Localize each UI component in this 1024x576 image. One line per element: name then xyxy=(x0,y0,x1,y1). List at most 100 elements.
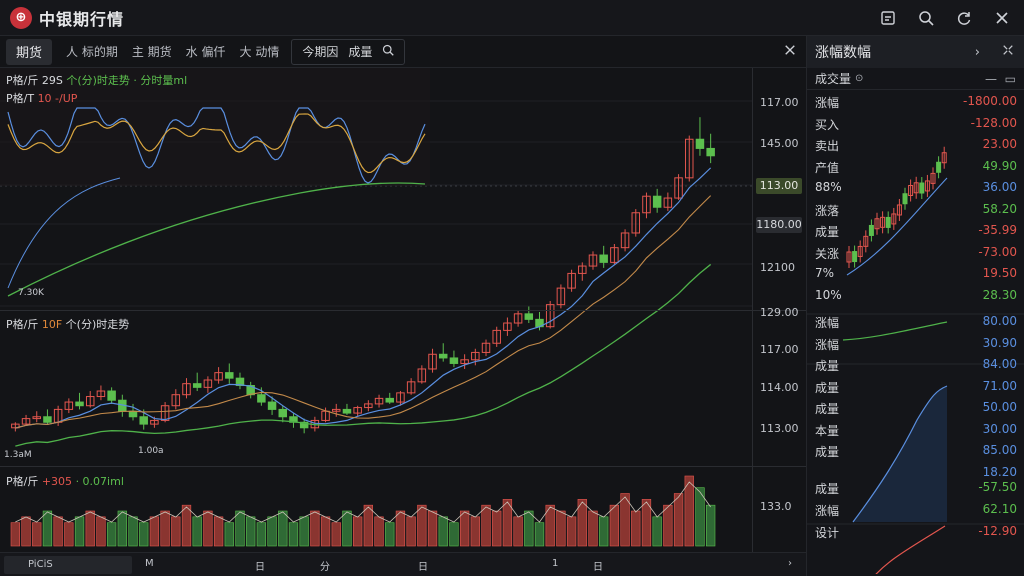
volume-bar xyxy=(181,504,192,547)
symbol-box[interactable]: PiCiS xyxy=(4,556,132,574)
candle-body xyxy=(299,421,309,429)
y-tick: 129.00 xyxy=(760,306,799,319)
chart-toolbar: 期货 人 标的期 主 期货 水 偏仟 大 动情 今期因 成量 xyxy=(0,36,806,68)
panel-row: 涨幅 30.90 xyxy=(815,336,1017,354)
search-icon[interactable] xyxy=(382,44,395,59)
close-icon[interactable] xyxy=(990,6,1014,30)
panel-row: 10% 28.30 xyxy=(815,288,1017,306)
candle-body xyxy=(342,408,352,414)
top-pane-label-2: P格/T 10 -/UP xyxy=(6,92,78,105)
volume-bar xyxy=(106,522,117,547)
note-icon[interactable] xyxy=(876,6,900,30)
volume-bar xyxy=(588,510,598,547)
row-value: 58.20 xyxy=(982,201,1017,216)
y-tick: 12100 xyxy=(760,261,795,274)
title-bar: ⊕ 中银期行情 xyxy=(0,0,1024,36)
row-value: 18.20 xyxy=(982,464,1017,479)
tab-dynamics[interactable]: 大 动情 xyxy=(239,45,280,59)
volume-bar xyxy=(235,510,245,547)
tab-main[interactable]: 主 期货 xyxy=(131,45,172,59)
tab-bias[interactable]: 水 偏仟 xyxy=(185,45,226,59)
volume-bar xyxy=(10,522,20,547)
mini-candle-body xyxy=(941,152,947,164)
panel-row: 成量 -57.50 xyxy=(815,480,1017,498)
candle-body xyxy=(171,394,181,407)
panel-controls[interactable]: — ▭ xyxy=(985,71,1016,86)
row-label: 涨幅 xyxy=(815,96,840,110)
row-label: 成量 xyxy=(815,225,840,239)
time-tick: 日 xyxy=(593,562,603,573)
volume-bar xyxy=(342,510,352,547)
row-value: 36.00 xyxy=(982,180,1017,194)
volume-bar xyxy=(128,516,138,547)
panel-row: 18.20 xyxy=(815,465,1017,483)
panel-row: 成量 85.00 xyxy=(815,443,1017,461)
row-value: -12.90 xyxy=(978,524,1017,538)
app-title: 中银期行情 xyxy=(39,9,125,29)
chevron-right-icon[interactable]: › xyxy=(974,44,980,60)
timeline-bar[interactable]: PiCiS M 日 分 日 1 日 › xyxy=(0,552,806,576)
panel-row: 本量 30.00 xyxy=(815,422,1017,440)
volume-bar xyxy=(149,516,160,547)
row-value: -73.00 xyxy=(978,244,1017,259)
candle-body xyxy=(364,403,373,409)
mini-candle-body xyxy=(913,182,919,194)
close-chart-icon[interactable] xyxy=(784,41,796,60)
candle-body xyxy=(85,396,95,407)
volume-bar xyxy=(310,510,320,547)
row-label: 涨幅 xyxy=(815,504,840,518)
search-icon[interactable] xyxy=(914,6,938,30)
row-value: 30.90 xyxy=(982,335,1017,350)
row-label: 成量 xyxy=(815,402,840,416)
info-icon[interactable]: ⊙ xyxy=(855,73,864,84)
candle-body xyxy=(32,416,41,420)
volume-bar xyxy=(21,516,31,547)
candle-body xyxy=(267,401,277,410)
period-label[interactable]: 今期因 xyxy=(302,45,339,59)
volume-bar xyxy=(96,516,106,547)
volume-bar xyxy=(374,516,384,547)
panel-row: 关涨 -73.00 xyxy=(815,245,1017,263)
mini-candle-body xyxy=(880,216,886,228)
volume-bar xyxy=(160,510,170,547)
row-value: 28.30 xyxy=(982,287,1017,302)
last-price-tag: 113.00 xyxy=(756,178,802,194)
tab-underlying[interactable]: 人 标的期 xyxy=(66,45,118,59)
price-chart[interactable] xyxy=(0,68,806,552)
volume-bar xyxy=(481,504,491,547)
volume-label[interactable]: 成量 xyxy=(348,45,373,59)
row-label: 设计 xyxy=(815,526,840,540)
scroll-right-icon[interactable]: › xyxy=(788,558,792,569)
volume-bar xyxy=(427,510,438,547)
chart-area[interactable] xyxy=(0,68,806,552)
candle-body xyxy=(150,419,159,425)
volume-bar xyxy=(385,522,395,547)
refresh-icon[interactable] xyxy=(952,6,976,30)
candle-body xyxy=(503,322,512,331)
period-group[interactable]: 今期因 成量 xyxy=(291,38,406,65)
volume-bar xyxy=(417,504,427,547)
candle-body xyxy=(353,407,362,414)
candle-body xyxy=(396,392,405,403)
volume-bar xyxy=(545,504,555,547)
candle-body xyxy=(449,357,459,364)
candle-body xyxy=(21,418,31,425)
volume-bar xyxy=(513,516,523,547)
candle-body xyxy=(428,353,437,370)
volume-bar xyxy=(673,493,684,547)
candle-body xyxy=(235,377,245,387)
candle-body xyxy=(578,265,587,274)
candle-body xyxy=(374,397,384,405)
panel-row: 产值 49.90 xyxy=(815,159,1017,177)
collapse-icon[interactable] xyxy=(1002,44,1014,60)
candle-body xyxy=(471,351,480,361)
candle-body xyxy=(620,232,630,249)
volume-bar xyxy=(192,516,202,547)
volume-bar xyxy=(695,487,705,547)
candle-body xyxy=(225,372,234,379)
volume-sub-label[interactable]: 成交量 xyxy=(815,72,852,86)
tab-futures[interactable]: 期货 xyxy=(6,38,53,65)
volume-bar xyxy=(406,516,416,547)
volume-bar xyxy=(331,522,341,547)
volume-bar xyxy=(534,522,545,547)
